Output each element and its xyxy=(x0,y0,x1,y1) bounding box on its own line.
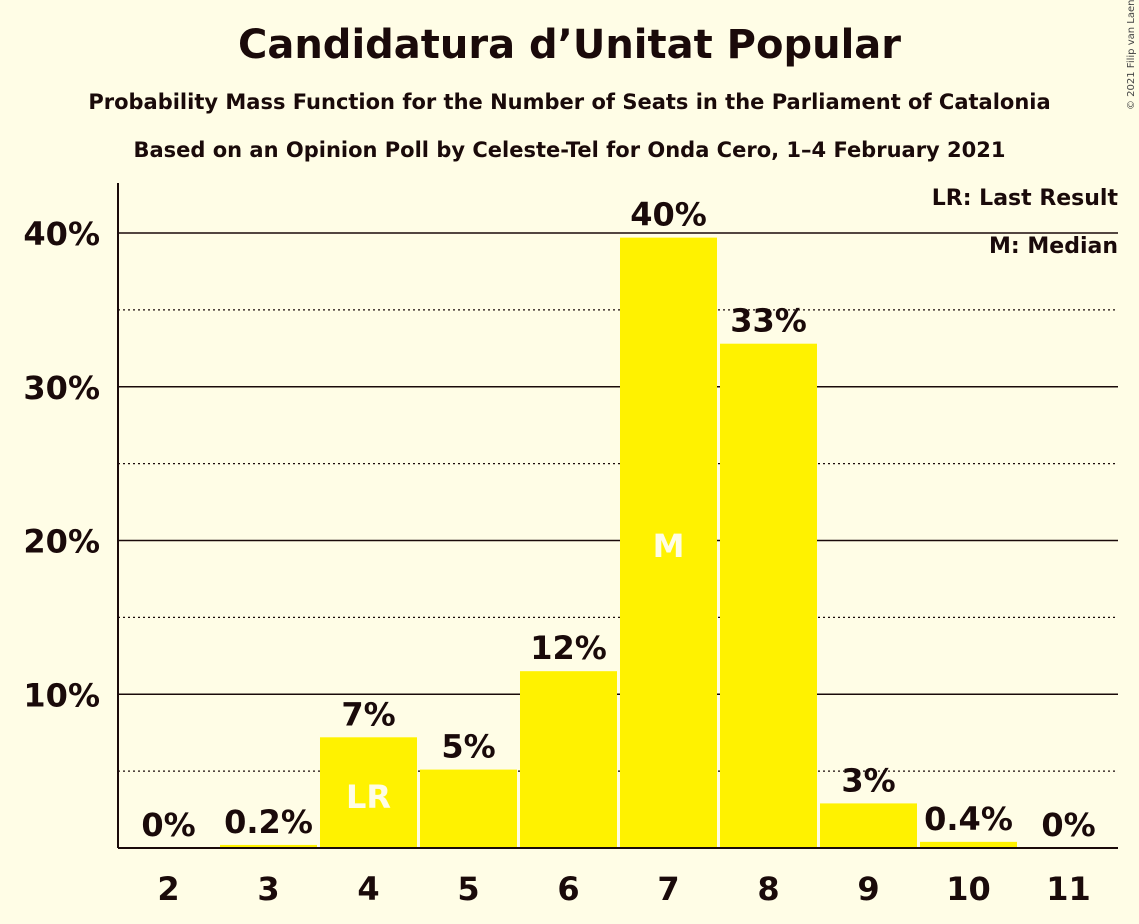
data-label: 0.4% xyxy=(924,800,1013,838)
x-tick-label: 7 xyxy=(657,870,679,908)
bar xyxy=(320,737,417,848)
bar-marker-lr: LR xyxy=(346,778,391,816)
data-label: 0% xyxy=(1041,806,1095,844)
bar xyxy=(520,671,617,848)
y-tick-label: 20% xyxy=(23,523,100,561)
chart-subtitle-source: Based on an Opinion Poll by Celeste-Tel … xyxy=(133,138,1006,162)
data-label: 5% xyxy=(441,728,495,766)
data-label: 40% xyxy=(630,196,707,234)
x-tick-label: 4 xyxy=(357,870,379,908)
bar xyxy=(420,769,517,848)
x-tick-label: 5 xyxy=(457,870,479,908)
chart-title: Candidatura d’Unitat Popular xyxy=(237,22,902,68)
data-label: 0.2% xyxy=(224,803,313,841)
x-tick-label: 3 xyxy=(257,870,279,908)
x-tick-label: 6 xyxy=(557,870,579,908)
legend-last-result: LR: Last Result xyxy=(931,186,1118,211)
bar xyxy=(720,343,817,848)
bar xyxy=(220,844,317,848)
bar xyxy=(820,803,917,848)
data-label: 3% xyxy=(841,761,895,799)
x-tick-label: 11 xyxy=(1046,870,1091,908)
y-tick-label: 40% xyxy=(23,215,100,253)
data-label: 7% xyxy=(341,695,395,733)
data-label: 12% xyxy=(530,629,607,667)
bar-marker-m: M xyxy=(653,527,685,565)
data-label: 0% xyxy=(141,806,195,844)
y-tick-label: 30% xyxy=(23,369,100,407)
x-tick-label: 2 xyxy=(157,870,179,908)
x-tick-label: 9 xyxy=(857,870,879,908)
x-tick-label: 10 xyxy=(946,870,991,908)
y-tick-label: 10% xyxy=(23,676,100,714)
bar xyxy=(620,237,717,849)
bar xyxy=(920,841,1017,848)
data-label: 33% xyxy=(730,302,807,340)
x-tick-label: 8 xyxy=(757,870,779,908)
chart-subtitle: Probability Mass Function for the Number… xyxy=(88,90,1051,114)
legend-median: M: Median xyxy=(989,234,1118,259)
